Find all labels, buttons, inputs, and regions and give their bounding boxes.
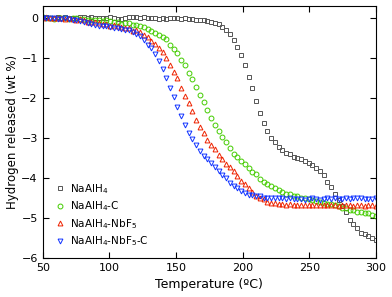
Line: NaAlH$_4$: NaAlH$_4$ (40, 14, 378, 243)
NaAlH$_4$-C (359, 210, 363, 214)
NaAlH$_4$-NbF$_5$-C (374, 197, 378, 200)
NaAlH$_4$-NbF$_5$-C (40, 16, 45, 20)
NaAlH$_4$ (145, 17, 150, 20)
X-axis label: Temperature (ºC): Temperature (ºC) (155, 279, 263, 291)
NaAlH$_4$-NbF$_5$ (276, 202, 281, 206)
NaAlH$_4$-C (85, 18, 90, 21)
NaAlH$_4$-NbF$_5$ (40, 17, 45, 20)
NaAlH$_4$-NbF$_5$-C (276, 197, 281, 200)
Line: NaAlH$_4$-NbF$_5$: NaAlH$_4$-NbF$_5$ (40, 15, 378, 209)
NaAlH$_4$-NbF$_5$ (145, 35, 150, 38)
NaAlH$_4$-NbF$_5$ (328, 204, 333, 207)
NaAlH$_4$-C (40, 15, 45, 19)
NaAlH$_4$-NbF$_5$-C (325, 197, 330, 200)
NaAlH$_4$ (127, 15, 131, 19)
NaAlH$_4$-NbF$_5$ (374, 204, 378, 208)
NaAlH$_4$-NbF$_5$-C (52, 16, 56, 19)
NaAlH$_4$ (85, 16, 90, 20)
NaAlH$_4$-C (374, 214, 378, 218)
Line: NaAlH$_4$-NbF$_5$-C: NaAlH$_4$-NbF$_5$-C (40, 15, 378, 202)
NaAlH$_4$-C (142, 25, 146, 29)
NaAlH$_4$ (276, 146, 281, 149)
Y-axis label: Hydrogen released (wt %): Hydrogen released (wt %) (5, 55, 18, 209)
NaAlH$_4$-C (325, 202, 330, 205)
NaAlH$_4$-NbF$_5$-C (332, 197, 337, 200)
NaAlH$_4$ (362, 233, 367, 236)
NaAlH$_4$-NbF$_5$ (44, 15, 49, 19)
NaAlH$_4$-NbF$_5$ (89, 20, 94, 24)
NaAlH$_4$-C (272, 187, 277, 190)
NaAlH$_4$ (321, 173, 326, 176)
NaAlH$_4$-NbF$_5$-C (366, 197, 371, 200)
NaAlH$_4$-NbF$_5$-C (145, 43, 150, 46)
NaAlH$_4$-NbF$_5$ (321, 203, 326, 207)
NaAlH$_4$-NbF$_5$ (336, 205, 341, 208)
NaAlH$_4$-NbF$_5$ (366, 203, 371, 206)
NaAlH$_4$ (40, 15, 45, 19)
NaAlH$_4$-NbF$_5$-C (318, 198, 322, 201)
NaAlH$_4$-C (318, 200, 322, 204)
NaAlH$_4$ (328, 185, 333, 188)
NaAlH$_4$-NbF$_5$-C (89, 22, 94, 26)
Line: NaAlH$_4$-C: NaAlH$_4$-C (40, 15, 378, 219)
Legend: NaAlH$_4$, NaAlH$_4$-C, NaAlH$_4$-NbF$_5$, NaAlH$_4$-NbF$_5$-C: NaAlH$_4$, NaAlH$_4$-C, NaAlH$_4$-NbF$_5… (51, 180, 151, 250)
NaAlH$_4$ (374, 239, 378, 242)
